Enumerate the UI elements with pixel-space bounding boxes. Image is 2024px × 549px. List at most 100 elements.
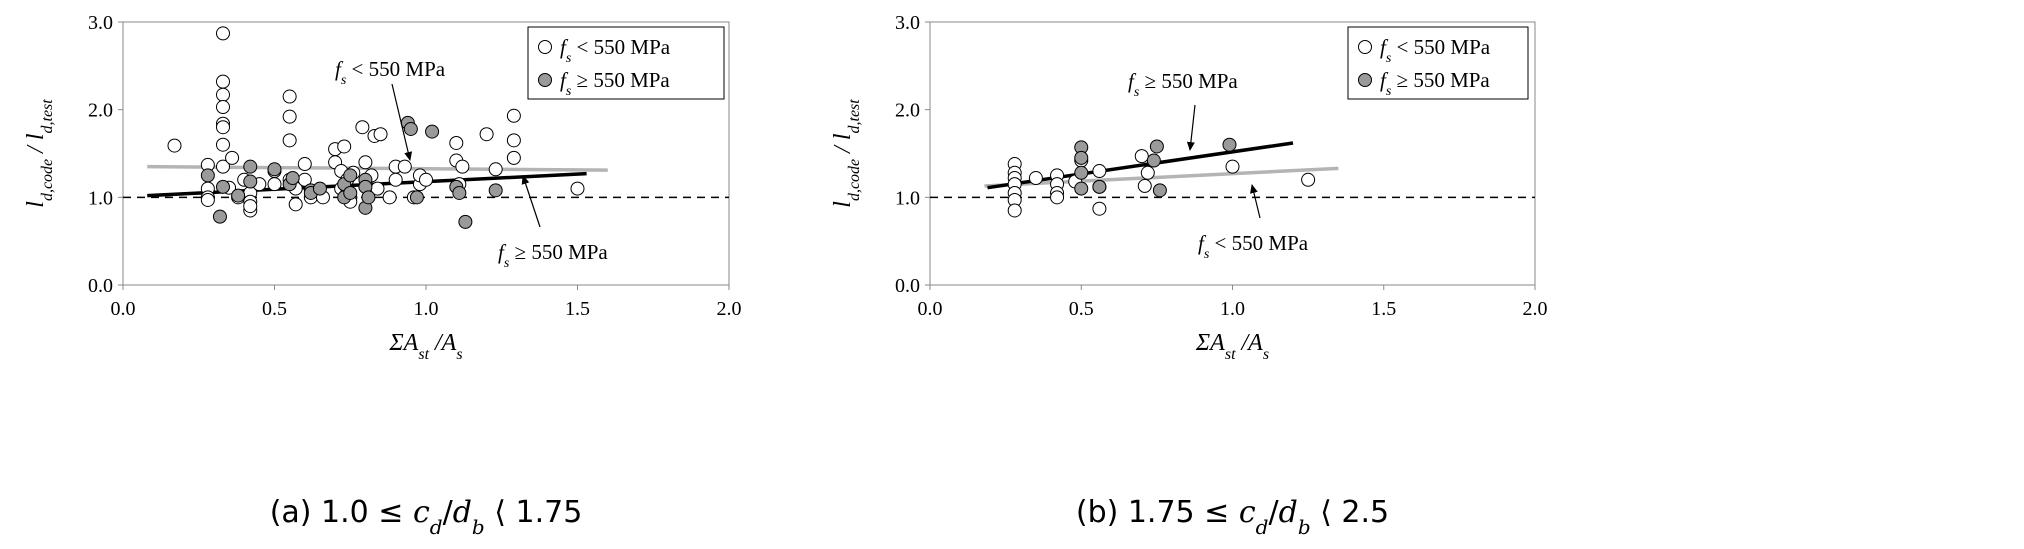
x-tick-label: 0.5	[1069, 298, 1094, 320]
data-point-fs-lt-550	[506, 150, 521, 165]
caption-part-2: d	[430, 515, 443, 539]
data-point-fs-ge-550	[312, 181, 327, 196]
data-point-fs-lt-550	[282, 89, 297, 104]
legend-marker	[538, 40, 552, 54]
annotation-label-part-2: < 550 MPa	[1209, 231, 1308, 255]
data-point-fs-lt-550	[282, 133, 297, 148]
legend-marker	[538, 73, 552, 87]
y-tick-label: 0.0	[88, 275, 113, 297]
legend-label-part-1: s	[566, 84, 572, 99]
caption-part-3: /	[443, 495, 454, 530]
legend-label: fs ≥ 550 MPa	[1380, 68, 1490, 99]
data-point-fs-ge-550	[200, 168, 215, 183]
legend-box	[527, 26, 725, 100]
caption-part-0: (b) 1.75 ≤	[1076, 495, 1239, 530]
y-tick-label: 0.0	[895, 275, 920, 297]
legend-label: fs ≥ 550 MPa	[560, 68, 670, 99]
data-point-fs-lt-550	[1050, 190, 1065, 205]
annotation-label-part-0: f	[498, 240, 507, 264]
y-tick-label: 2.0	[88, 100, 113, 122]
data-point-fs-lt-550	[382, 190, 397, 205]
legend-label: fs < 550 MPa	[1380, 35, 1491, 66]
data-point-fs-lt-550	[506, 133, 521, 148]
annotation-label: fs ≥ 550 MPa	[1128, 69, 1238, 100]
annotation-arrow	[391, 83, 413, 161]
annotation-label-part-2: ≥ 550 MPa	[1139, 69, 1238, 93]
annotation-label-part-1: s	[1204, 247, 1210, 262]
x-axis-label-part-2: /A	[1236, 330, 1264, 356]
data-point-fs-ge-550	[458, 214, 473, 229]
x-axis-label-part-1: st	[418, 346, 429, 363]
data-point-fs-lt-550	[243, 199, 258, 214]
x-axis-label-part-0: ΣA	[1195, 330, 1225, 356]
annotation-label: fs ≥ 550 MPa	[498, 240, 608, 271]
caption-part-4: d	[453, 495, 472, 530]
legend-label-part-2: < 550 MPa	[1391, 35, 1490, 59]
data-point-fs-ge-550	[343, 185, 358, 200]
data-point-fs-lt-550	[388, 172, 403, 187]
data-point-fs-lt-550	[1092, 201, 1107, 216]
data-point-fs-lt-550	[1007, 203, 1022, 218]
panel-caption: (a) 1.0 ≤ cd/db ⟨ 1.75	[270, 495, 583, 539]
data-point-fs-lt-550	[1092, 164, 1107, 179]
data-point-fs-ge-550	[243, 159, 258, 174]
caption-part-5: b	[1298, 515, 1311, 539]
data-point-fs-lt-550	[506, 108, 521, 123]
data-point-fs-lt-550	[1225, 159, 1240, 174]
legend-marker	[1358, 40, 1372, 54]
legend-label-part-0: f	[560, 68, 569, 92]
data-point-fs-lt-550	[337, 139, 352, 154]
data-point-fs-lt-550	[215, 74, 230, 89]
legend-box	[1347, 26, 1529, 100]
data-point-fs-ge-550	[343, 168, 358, 183]
data-point-fs-lt-550	[449, 135, 464, 150]
annotation-label-part-1: s	[1134, 85, 1140, 100]
x-axis-label: ΣAst /As	[1195, 330, 1269, 363]
data-point-fs-lt-550	[225, 150, 240, 165]
data-point-fs-lt-550	[1301, 172, 1316, 187]
data-point-fs-lt-550	[570, 181, 585, 196]
data-point-fs-ge-550	[1146, 153, 1161, 168]
data-point-fs-lt-550	[355, 120, 370, 135]
data-point-fs-ge-550	[403, 121, 418, 136]
legend-label: fs < 550 MPa	[560, 35, 671, 66]
x-axis-label-part-3: s	[456, 346, 462, 363]
x-tick-label: 1.5	[1371, 298, 1396, 320]
annotation-label-part-1: s	[504, 256, 510, 271]
annotation-label-part-0: f	[1198, 231, 1207, 255]
data-point-fs-ge-550	[452, 185, 467, 200]
legend-label-part-2: < 550 MPa	[571, 35, 670, 59]
annotation-label-part-2: ≥ 550 MPa	[509, 240, 608, 264]
y-axis-label-part-0: l	[830, 201, 856, 208]
data-point-fs-lt-550	[358, 155, 373, 170]
legend-label-part-0: f	[1380, 68, 1389, 92]
annotation-arrow	[1249, 184, 1261, 219]
x-axis-label-part-2: /A	[429, 330, 457, 356]
data-point-fs-lt-550	[215, 87, 230, 102]
x-axis-label: ΣAst /As	[388, 330, 462, 363]
annotation-label-part-2: < 550 MPa	[346, 57, 445, 81]
data-point-fs-lt-550	[1140, 165, 1155, 180]
data-point-fs-lt-550	[1134, 149, 1149, 164]
data-point-fs-lt-550	[200, 192, 215, 207]
data-point-fs-lt-550	[297, 157, 312, 172]
x-tick-label: 2.0	[717, 298, 742, 320]
data-point-fs-lt-550	[1028, 171, 1043, 186]
caption-part-6: ⟨ 1.75	[485, 495, 583, 530]
data-point-fs-lt-550	[215, 26, 230, 41]
data-point-fs-ge-550	[1149, 139, 1164, 154]
legend-label-part-1: s	[1386, 51, 1392, 66]
y-tick-label: 1.0	[895, 187, 920, 209]
trend-line-fs-lt-550	[984, 166, 1339, 188]
caption-part-6: ⟨ 2.5	[1311, 495, 1390, 530]
data-point-fs-lt-550	[215, 159, 230, 174]
data-point-fs-lt-550	[167, 138, 182, 153]
x-tick-label: 0.0	[111, 298, 136, 320]
annotation-label-part-0: f	[1128, 69, 1137, 93]
data-point-fs-lt-550	[1137, 178, 1152, 193]
data-point-fs-lt-550	[215, 137, 230, 152]
x-axis-label-part-1: st	[1225, 346, 1236, 363]
data-point-fs-lt-550	[215, 120, 230, 135]
